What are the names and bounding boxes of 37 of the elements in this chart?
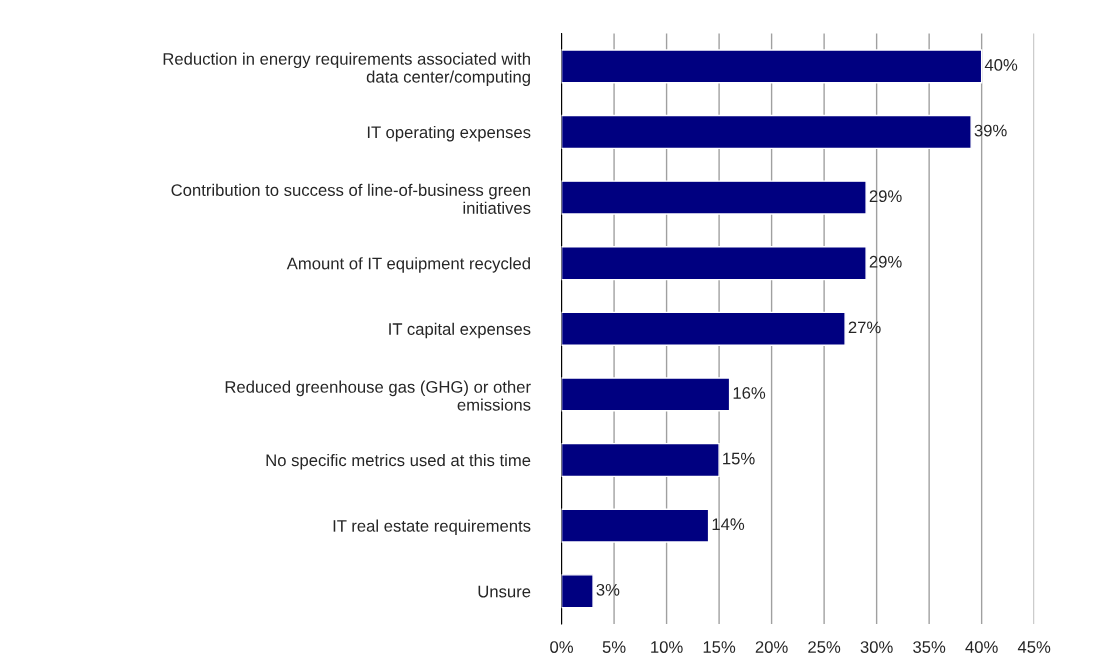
y-tick-label: No specific metrics used at this time: [266, 453, 531, 470]
bar: [561, 246, 867, 281]
x-tick-label: 45%: [1017, 641, 1051, 653]
data-label: 16%: [733, 387, 766, 399]
y-tick-label: Reduced greenhouse gas (GHG) or other emissions: [225, 380, 531, 411]
bar: [561, 442, 720, 478]
x-tick-label: 35%: [913, 641, 946, 653]
bar: [561, 311, 846, 346]
bar: [561, 574, 594, 609]
x-tick-label: 0%: [550, 641, 574, 653]
x-tick-label: 20%: [755, 641, 788, 653]
y-tick-label: Amount of IT equipment recycled: [286, 257, 530, 273]
x-tick-label: 10%: [651, 641, 683, 653]
x-tick-label: 25%: [808, 641, 841, 653]
data-label: 39%: [974, 124, 1007, 137]
y-tick-label: IT capital expenses: [389, 322, 531, 339]
x-tick-label: 5%: [602, 641, 626, 653]
bar: [561, 180, 867, 215]
data-label: 15%: [723, 452, 755, 465]
data-label: 27%: [848, 321, 881, 334]
x-tick-label: 15%: [703, 641, 736, 653]
bar: [561, 114, 972, 150]
bar: [561, 49, 983, 84]
data-label: 14%: [712, 518, 745, 531]
data-label: 3%: [596, 583, 620, 596]
y-tick-label: Reduction in energy requirements associated with data center/computing: [163, 52, 530, 87]
y-tick-label: IT real estate requirements: [333, 519, 531, 536]
data-label: 29%: [869, 255, 902, 268]
x-tick-label: 30%: [860, 641, 893, 653]
y-tick-label: IT operating expenses: [367, 125, 531, 142]
data-label: 40%: [984, 59, 1018, 71]
bar: [561, 377, 731, 412]
x-tick-label: 40%: [965, 641, 998, 653]
y-tick-label: Unsure: [478, 585, 531, 598]
y-tick-label: Contribution to success of line-of-business green initiatives: [171, 183, 531, 214]
data-label: 29%: [869, 190, 902, 203]
bar: [561, 508, 710, 543]
